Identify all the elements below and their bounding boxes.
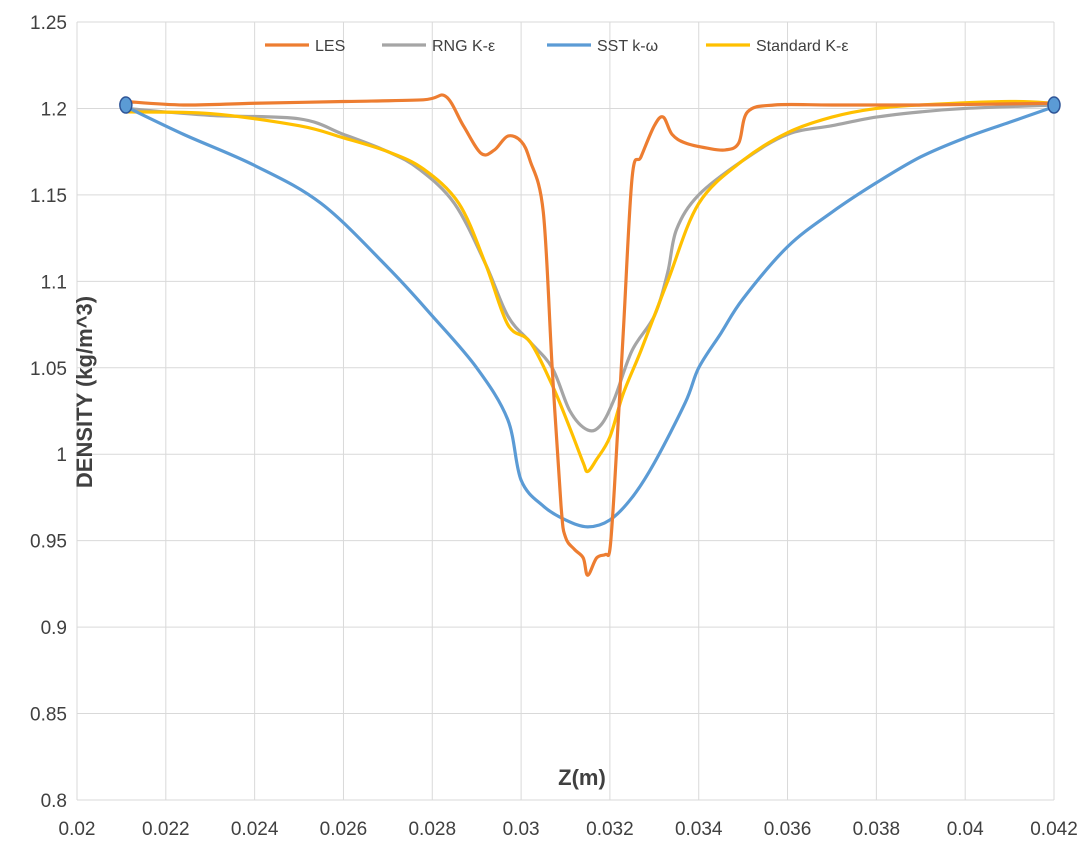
series-line-rng-k [124, 103, 1056, 433]
series-line-les [124, 93, 1056, 577]
y-tick-label: 0.85 [30, 705, 67, 726]
y-tick-label: 0.8 [41, 791, 67, 812]
y-tick-label: 1.2 [41, 99, 67, 120]
gridlines [76, 21, 1055, 801]
endpoint-marker-0 [119, 96, 133, 114]
x-tick-label: 0.034 [675, 819, 723, 840]
x-tick-label: 0.03 [503, 819, 540, 840]
y-tick-label: 1.1 [41, 272, 67, 293]
y-tick-label: 1 [56, 445, 67, 466]
y-tick-label: 0.95 [30, 532, 67, 553]
legend: LES RNG K-ε SST k-ω Standard K-ε [265, 38, 849, 55]
series-lines [124, 93, 1056, 577]
x-tick-label: 0.042 [1030, 819, 1078, 840]
y-axis-ticks: 0.8 0.85 0.9 0.95 1 1.05 1.1 1.15 1.2 1.25 [30, 13, 67, 812]
x-tick-label: 0.028 [408, 819, 456, 840]
legend-label-sst-k: SST k-ω [597, 38, 658, 55]
x-tick-label: 0.02 [59, 819, 96, 840]
y-tick-label: 1.05 [30, 359, 67, 380]
series-line-sst-k [124, 105, 1056, 529]
endpoint-markers [119, 96, 1061, 114]
x-tick-label: 0.036 [764, 819, 812, 840]
endpoint-marker-1 [1047, 96, 1061, 114]
x-axis-title: Z(m) [558, 765, 606, 790]
y-tick-label: 0.9 [41, 618, 67, 639]
legend-label-les: LES [315, 38, 345, 55]
x-axis-ticks: 0.02 0.022 0.024 0.026 0.028 0.03 0.032 0.034 0.… [59, 819, 1078, 840]
legend-label-rng-k: RNG K-ε [432, 38, 495, 55]
y-tick-label: 1.25 [30, 13, 67, 34]
x-tick-label: 0.032 [586, 819, 634, 840]
legend-label-standard-k: Standard K-ε [756, 38, 849, 55]
y-tick-label: 1.15 [30, 186, 67, 207]
x-tick-label: 0.038 [853, 819, 901, 840]
x-tick-label: 0.026 [320, 819, 368, 840]
y-axis-title: DENSITY (kg/m^3) [72, 296, 97, 488]
x-tick-label: 0.04 [947, 819, 984, 840]
x-tick-label: 0.024 [231, 819, 279, 840]
series-line-standard-k [124, 99, 1056, 474]
x-tick-label: 0.022 [142, 819, 190, 840]
